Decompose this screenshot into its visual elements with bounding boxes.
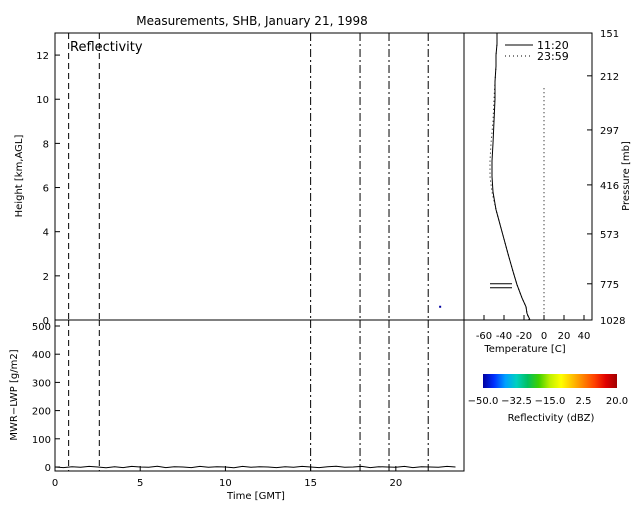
lwp-series xyxy=(54,465,456,469)
height-tick-label: 0 xyxy=(43,316,49,327)
temperature-plot-frame xyxy=(463,32,593,321)
lwp-tick-label: 300 xyxy=(32,378,51,389)
height-tick-label: 6 xyxy=(43,184,49,195)
temperature-tick-label: -20 xyxy=(516,331,532,342)
pressure-tick-label: 151 xyxy=(600,29,619,40)
reflectivity-panel-label: Reflectivity xyxy=(70,40,143,55)
lwp-tick-label: 200 xyxy=(32,407,51,418)
temperature-legend: 11:20 23:59 xyxy=(505,39,569,63)
reflectivity-echoes xyxy=(439,305,442,308)
reflectivity-echo xyxy=(439,305,442,308)
lwp-axis-ticks: 0 100 200 300 400 500 xyxy=(32,322,60,474)
pressure-tick-label: 1028 xyxy=(600,316,625,327)
lwp-axis-label: MWR−LWP [g/m2] xyxy=(9,349,20,440)
lwp-tick-label: 500 xyxy=(32,322,51,333)
colorbar-tick-label: 2.5 xyxy=(576,396,592,407)
colorbar-label: Reflectivity (dBZ) xyxy=(508,413,595,424)
temperature-axis-label: Temperature [C] xyxy=(483,344,565,355)
colorbar-gradient xyxy=(483,374,617,388)
temperature-tick-label: 40 xyxy=(578,331,591,342)
time-tick-label: 15 xyxy=(304,478,317,489)
reflectivity-time-markers xyxy=(68,33,429,320)
lwp-time-markers xyxy=(68,320,429,471)
pressure-axis-ticks: 1028 775 573 416 297 212 151 xyxy=(587,29,625,327)
height-tick-label: 12 xyxy=(36,51,49,62)
temperature-axis-ticks: -60 -40 -20 0 20 40 xyxy=(476,315,591,342)
time-tick-label: 20 xyxy=(389,478,402,489)
height-axis-label: Height [km,AGL] xyxy=(14,135,25,218)
pressure-axis-label: Pressure [mb] xyxy=(621,141,632,211)
lwp-tick-label: 400 xyxy=(32,350,51,361)
temperature-panel: -60 -40 -20 0 20 40 1028 775 573 416 297 212 151 Te… xyxy=(463,29,625,355)
colorbar-tick-label: −32.5 xyxy=(501,396,532,407)
pressure-tick-label: 775 xyxy=(600,280,619,291)
colorbar-tick-label: 20.0 xyxy=(606,396,628,407)
lwp-plot-frame xyxy=(54,319,465,472)
reflectivity-colorbar: −50.0 −32.5 −15.0 2.5 20.0 Reflectivity (dBZ… xyxy=(468,374,628,424)
figure-title: Measurements, SHB, January 21, 1998 xyxy=(136,14,368,28)
height-tick-label: 10 xyxy=(36,95,49,106)
pressure-tick-label: 297 xyxy=(600,126,619,137)
lwp-tick-label: 0 xyxy=(45,463,51,474)
height-tick-label: 8 xyxy=(43,139,49,150)
colorbar-tick-label: −50.0 xyxy=(468,396,499,407)
colorbar-tick-label: −15.0 xyxy=(535,396,566,407)
wind-barb xyxy=(490,283,512,289)
lwp-panel: MWR−LWP [g/m2] Time [GMT] 01002003004005… xyxy=(9,319,465,502)
temperature-tick-label: -40 xyxy=(496,331,512,342)
time-tick-label: 5 xyxy=(137,478,143,489)
lwp-tick-label: 100 xyxy=(32,435,51,446)
time-axis-label: Time [GMT] xyxy=(226,491,285,502)
temperature-profile-1120 xyxy=(491,33,531,321)
temperature-tick-label: 0 xyxy=(541,331,547,342)
pressure-tick-label: 573 xyxy=(600,230,619,241)
legend-label-1120: 11:20 xyxy=(537,39,569,52)
height-axis-ticks: 0 2 4 6 8 10 12 xyxy=(36,51,60,327)
colorbar-ticks: −50.0 −32.5 −15.0 2.5 20.0 xyxy=(468,396,628,407)
temperature-tick-label: 20 xyxy=(558,331,571,342)
pressure-tick-label: 416 xyxy=(600,181,619,192)
temperature-tick-label: -60 xyxy=(476,331,492,342)
height-tick-label: 2 xyxy=(43,272,49,283)
time-tick-label: 10 xyxy=(219,478,232,489)
legend-label-2359: 23:59 xyxy=(537,50,569,63)
time-tick-label: 0 xyxy=(52,478,58,489)
pressure-tick-label: 212 xyxy=(600,72,619,83)
height-tick-label: 4 xyxy=(43,228,49,239)
